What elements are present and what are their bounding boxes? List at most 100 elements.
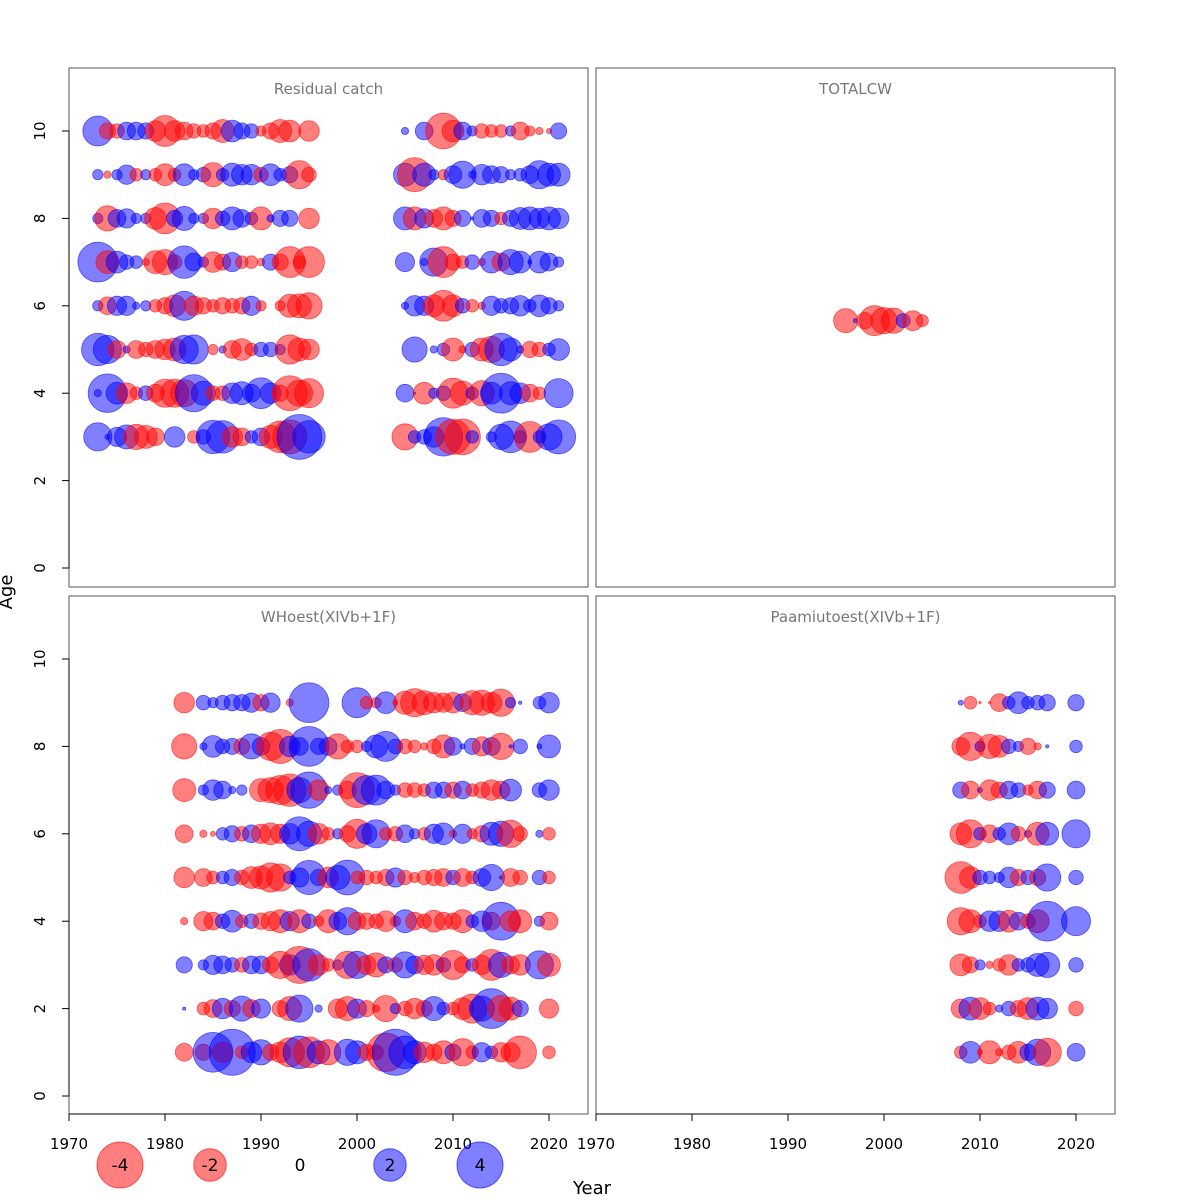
x-tick-label: 2020 — [1057, 1135, 1095, 1153]
bubble — [978, 701, 982, 705]
bubble — [394, 252, 416, 273]
bubble — [538, 779, 560, 801]
bubble — [103, 170, 112, 179]
bubble — [547, 207, 570, 230]
bubble — [293, 246, 325, 278]
bubble — [1036, 997, 1058, 1020]
bubble — [199, 829, 208, 838]
bubble — [1061, 819, 1091, 849]
bubble — [553, 256, 565, 268]
bubble — [278, 119, 302, 143]
bubble — [188, 212, 200, 224]
bubble — [1066, 1042, 1086, 1062]
bubble — [1068, 869, 1084, 886]
bubble — [512, 738, 528, 755]
legend-bubble — [373, 1148, 407, 1182]
y-tick-label: 8 — [31, 742, 49, 752]
bubble — [542, 870, 556, 885]
bubble — [1032, 1037, 1062, 1067]
panel-title: WHoest(XIVb+1F) — [261, 608, 396, 626]
bubble — [1038, 694, 1056, 712]
x-tick-label: 1990 — [769, 1135, 807, 1153]
bubble — [207, 343, 219, 356]
legend-bubble — [193, 1148, 227, 1182]
panel-frame — [595, 595, 1116, 1115]
y-tick-label: 8 — [31, 214, 49, 224]
y-tick-label: 0 — [31, 563, 49, 573]
x-tick-label: 2000 — [338, 1135, 376, 1153]
bubble — [537, 953, 561, 977]
bubble — [464, 254, 480, 270]
bubble — [1061, 906, 1091, 937]
bubble — [407, 739, 422, 754]
bubble — [298, 338, 320, 361]
bubble — [173, 866, 195, 889]
bubble — [171, 733, 198, 760]
bubble — [130, 212, 142, 224]
bubble — [285, 994, 314, 1023]
bubble — [541, 419, 577, 455]
bubble — [178, 334, 209, 365]
panel-title: Residual catch — [274, 80, 383, 98]
bubble — [132, 301, 141, 310]
bubble — [174, 824, 194, 844]
y-axis-label: Age — [0, 575, 17, 610]
panel-title: Paamiutoest(XIVb+1F) — [771, 608, 941, 626]
bubble — [1068, 1000, 1084, 1017]
bubble — [250, 998, 272, 1019]
bubble — [314, 1004, 323, 1013]
y-tick-label: 10 — [31, 649, 49, 668]
legend-label: 2 — [385, 1156, 396, 1176]
bubble — [542, 827, 556, 841]
bubble — [916, 314, 929, 328]
bubble — [146, 427, 165, 447]
bubble — [301, 167, 317, 183]
legend-label: -4 — [112, 1156, 129, 1176]
legend-label: -2 — [202, 1156, 219, 1176]
bubble — [542, 1045, 556, 1060]
bubble — [537, 734, 561, 759]
bubble — [974, 959, 986, 971]
bubble — [512, 826, 528, 842]
legend-bubble — [96, 1141, 144, 1189]
bubble — [1034, 951, 1061, 978]
legend: -4 -2 0 2 4 — [96, 1141, 504, 1189]
bubble — [298, 207, 320, 230]
bubble — [963, 696, 978, 710]
bubble — [465, 430, 479, 444]
bubble — [1038, 781, 1056, 799]
x-tick-label: 2000 — [865, 1135, 903, 1153]
bubble — [499, 778, 522, 802]
bubble — [538, 998, 560, 1019]
bubble — [1045, 744, 1050, 749]
bubble — [443, 737, 463, 756]
bubble — [535, 126, 544, 136]
legend-label: 4 — [475, 1156, 486, 1176]
bubble — [173, 692, 195, 714]
bubble — [454, 209, 472, 227]
bubble — [175, 956, 193, 974]
x-axis-label: Year — [572, 1178, 612, 1199]
bubble — [182, 1006, 187, 1011]
axes: 0 2 4 6 8 10 0 2 4 6 8 10 1970 1980 1990 2000 2010 2020 19… — [31, 121, 1095, 1153]
bubble — [535, 829, 544, 838]
bubble — [292, 420, 326, 454]
bubble — [255, 300, 267, 312]
bubble — [503, 1035, 537, 1069]
bubble — [1067, 694, 1085, 712]
y-tick-label: 4 — [31, 916, 49, 926]
bubble — [512, 869, 528, 886]
bubble — [428, 169, 440, 181]
bubble — [1068, 957, 1084, 973]
panel-bottom-right: Paamiutoest(XIVb+1F) — [595, 595, 1116, 1115]
bubble — [129, 255, 143, 269]
bubble — [543, 378, 574, 409]
bubble — [260, 692, 281, 713]
x-tick-label: 1970 — [577, 1135, 615, 1153]
bubble — [539, 911, 559, 931]
bubble — [1069, 739, 1083, 754]
bubble — [957, 699, 964, 706]
bubble — [985, 960, 994, 969]
panels: Residual catch TOTALCW WHoest(XIVb+1F) Paam… — [68, 67, 1116, 1115]
bubble — [236, 784, 248, 796]
